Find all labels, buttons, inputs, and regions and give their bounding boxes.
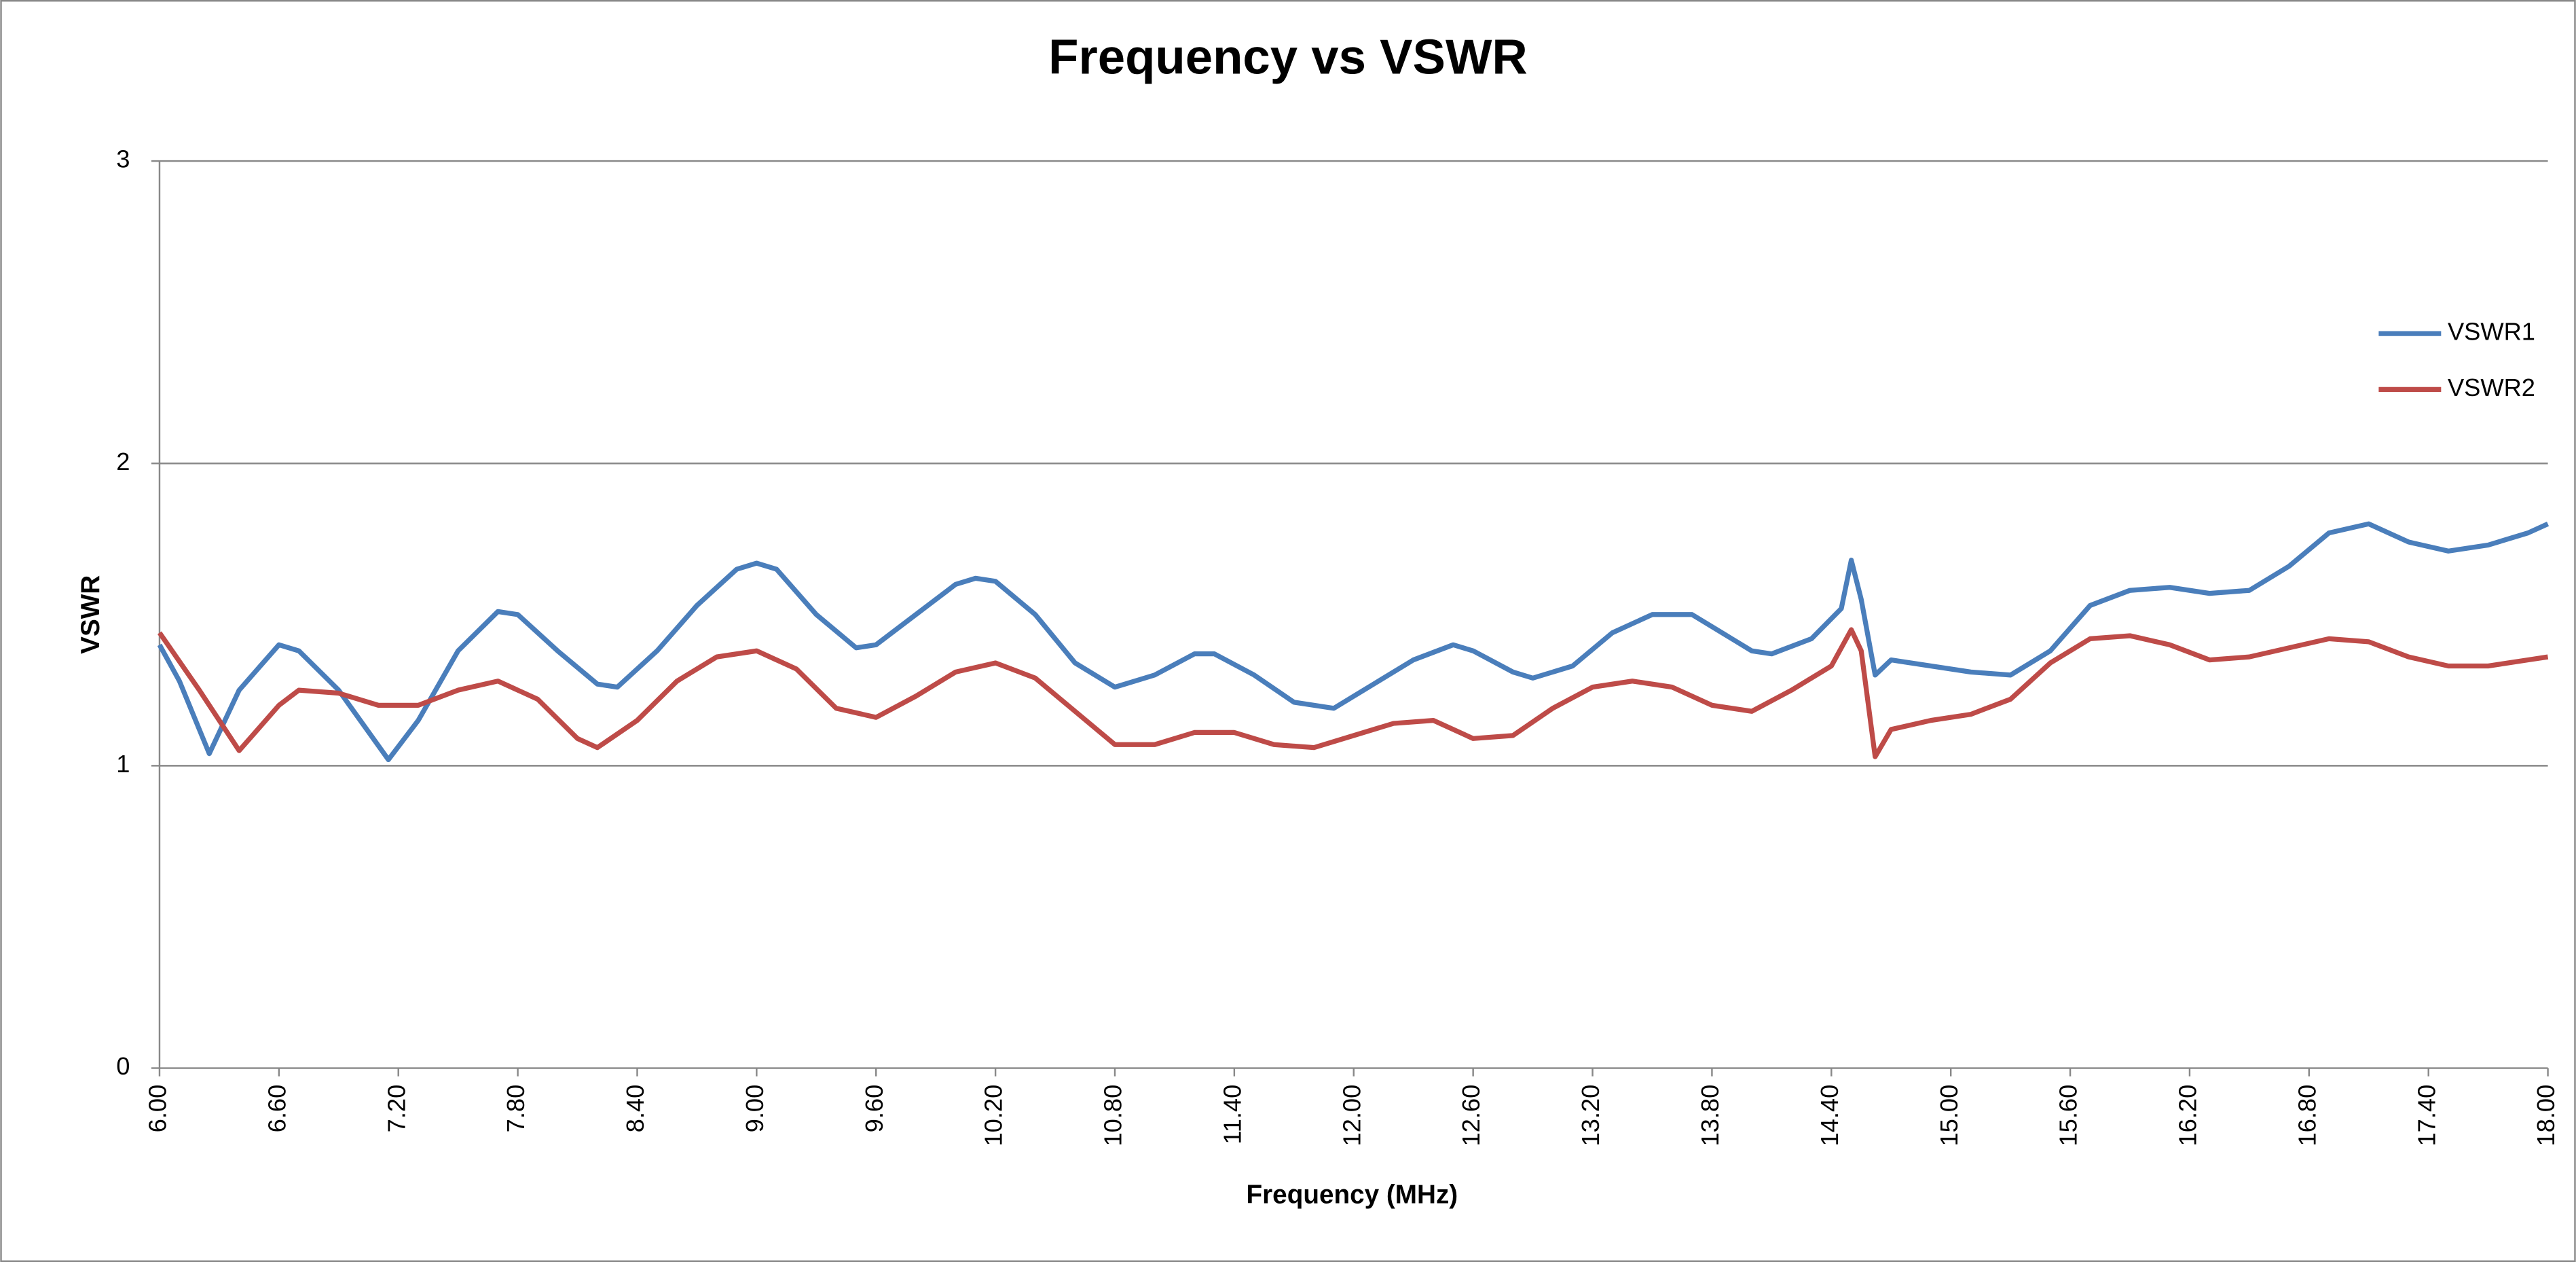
- x-tick-label: 14.40: [1816, 1085, 1843, 1147]
- legend-label: VSWR2: [2448, 374, 2535, 401]
- chart-title: Frequency vs VSWR: [1048, 30, 1528, 85]
- x-tick-label: 7.20: [382, 1085, 410, 1133]
- y-tick-label: 1: [116, 750, 130, 778]
- x-tick-label: 17.40: [2412, 1085, 2440, 1147]
- line-series: [157, 627, 2549, 759]
- x-tick-label: 15.00: [1935, 1085, 1963, 1147]
- y-tick-label: 2: [116, 448, 130, 475]
- x-tick-label: 12.60: [1457, 1085, 1485, 1147]
- x-tick-label: 13.20: [1577, 1085, 1604, 1147]
- x-tick-label: 7.80: [502, 1085, 530, 1133]
- x-tick-label: 11.40: [1218, 1085, 1246, 1144]
- x-tick-label: 9.60: [860, 1085, 888, 1133]
- x-axis-title: Frequency (MHz): [1247, 1180, 1458, 1209]
- x-tick-label: 6.60: [263, 1085, 291, 1133]
- y-tick-label: 3: [116, 145, 130, 173]
- x-tick-label: 10.20: [980, 1085, 1008, 1147]
- y-tick-label: 0: [116, 1052, 130, 1080]
- legend-label: VSWR1: [2448, 318, 2535, 346]
- x-tick-label: 16.20: [2174, 1085, 2202, 1147]
- x-tick-label: 9.00: [741, 1085, 769, 1133]
- x-tick-label: 10.80: [1099, 1085, 1127, 1147]
- x-tick-label: 13.80: [1696, 1085, 1724, 1147]
- y-axis-title: VSWR: [76, 575, 105, 654]
- x-tick-label: 15.60: [2055, 1085, 2082, 1147]
- x-tick-label: 16.80: [2293, 1085, 2321, 1147]
- line-series: [157, 521, 2550, 763]
- x-tick-label: 18.00: [2532, 1085, 2560, 1147]
- x-tick-label: 12.00: [1338, 1085, 1365, 1147]
- x-tick-label: 8.40: [621, 1085, 649, 1133]
- x-tick-label: 6.00: [144, 1085, 172, 1133]
